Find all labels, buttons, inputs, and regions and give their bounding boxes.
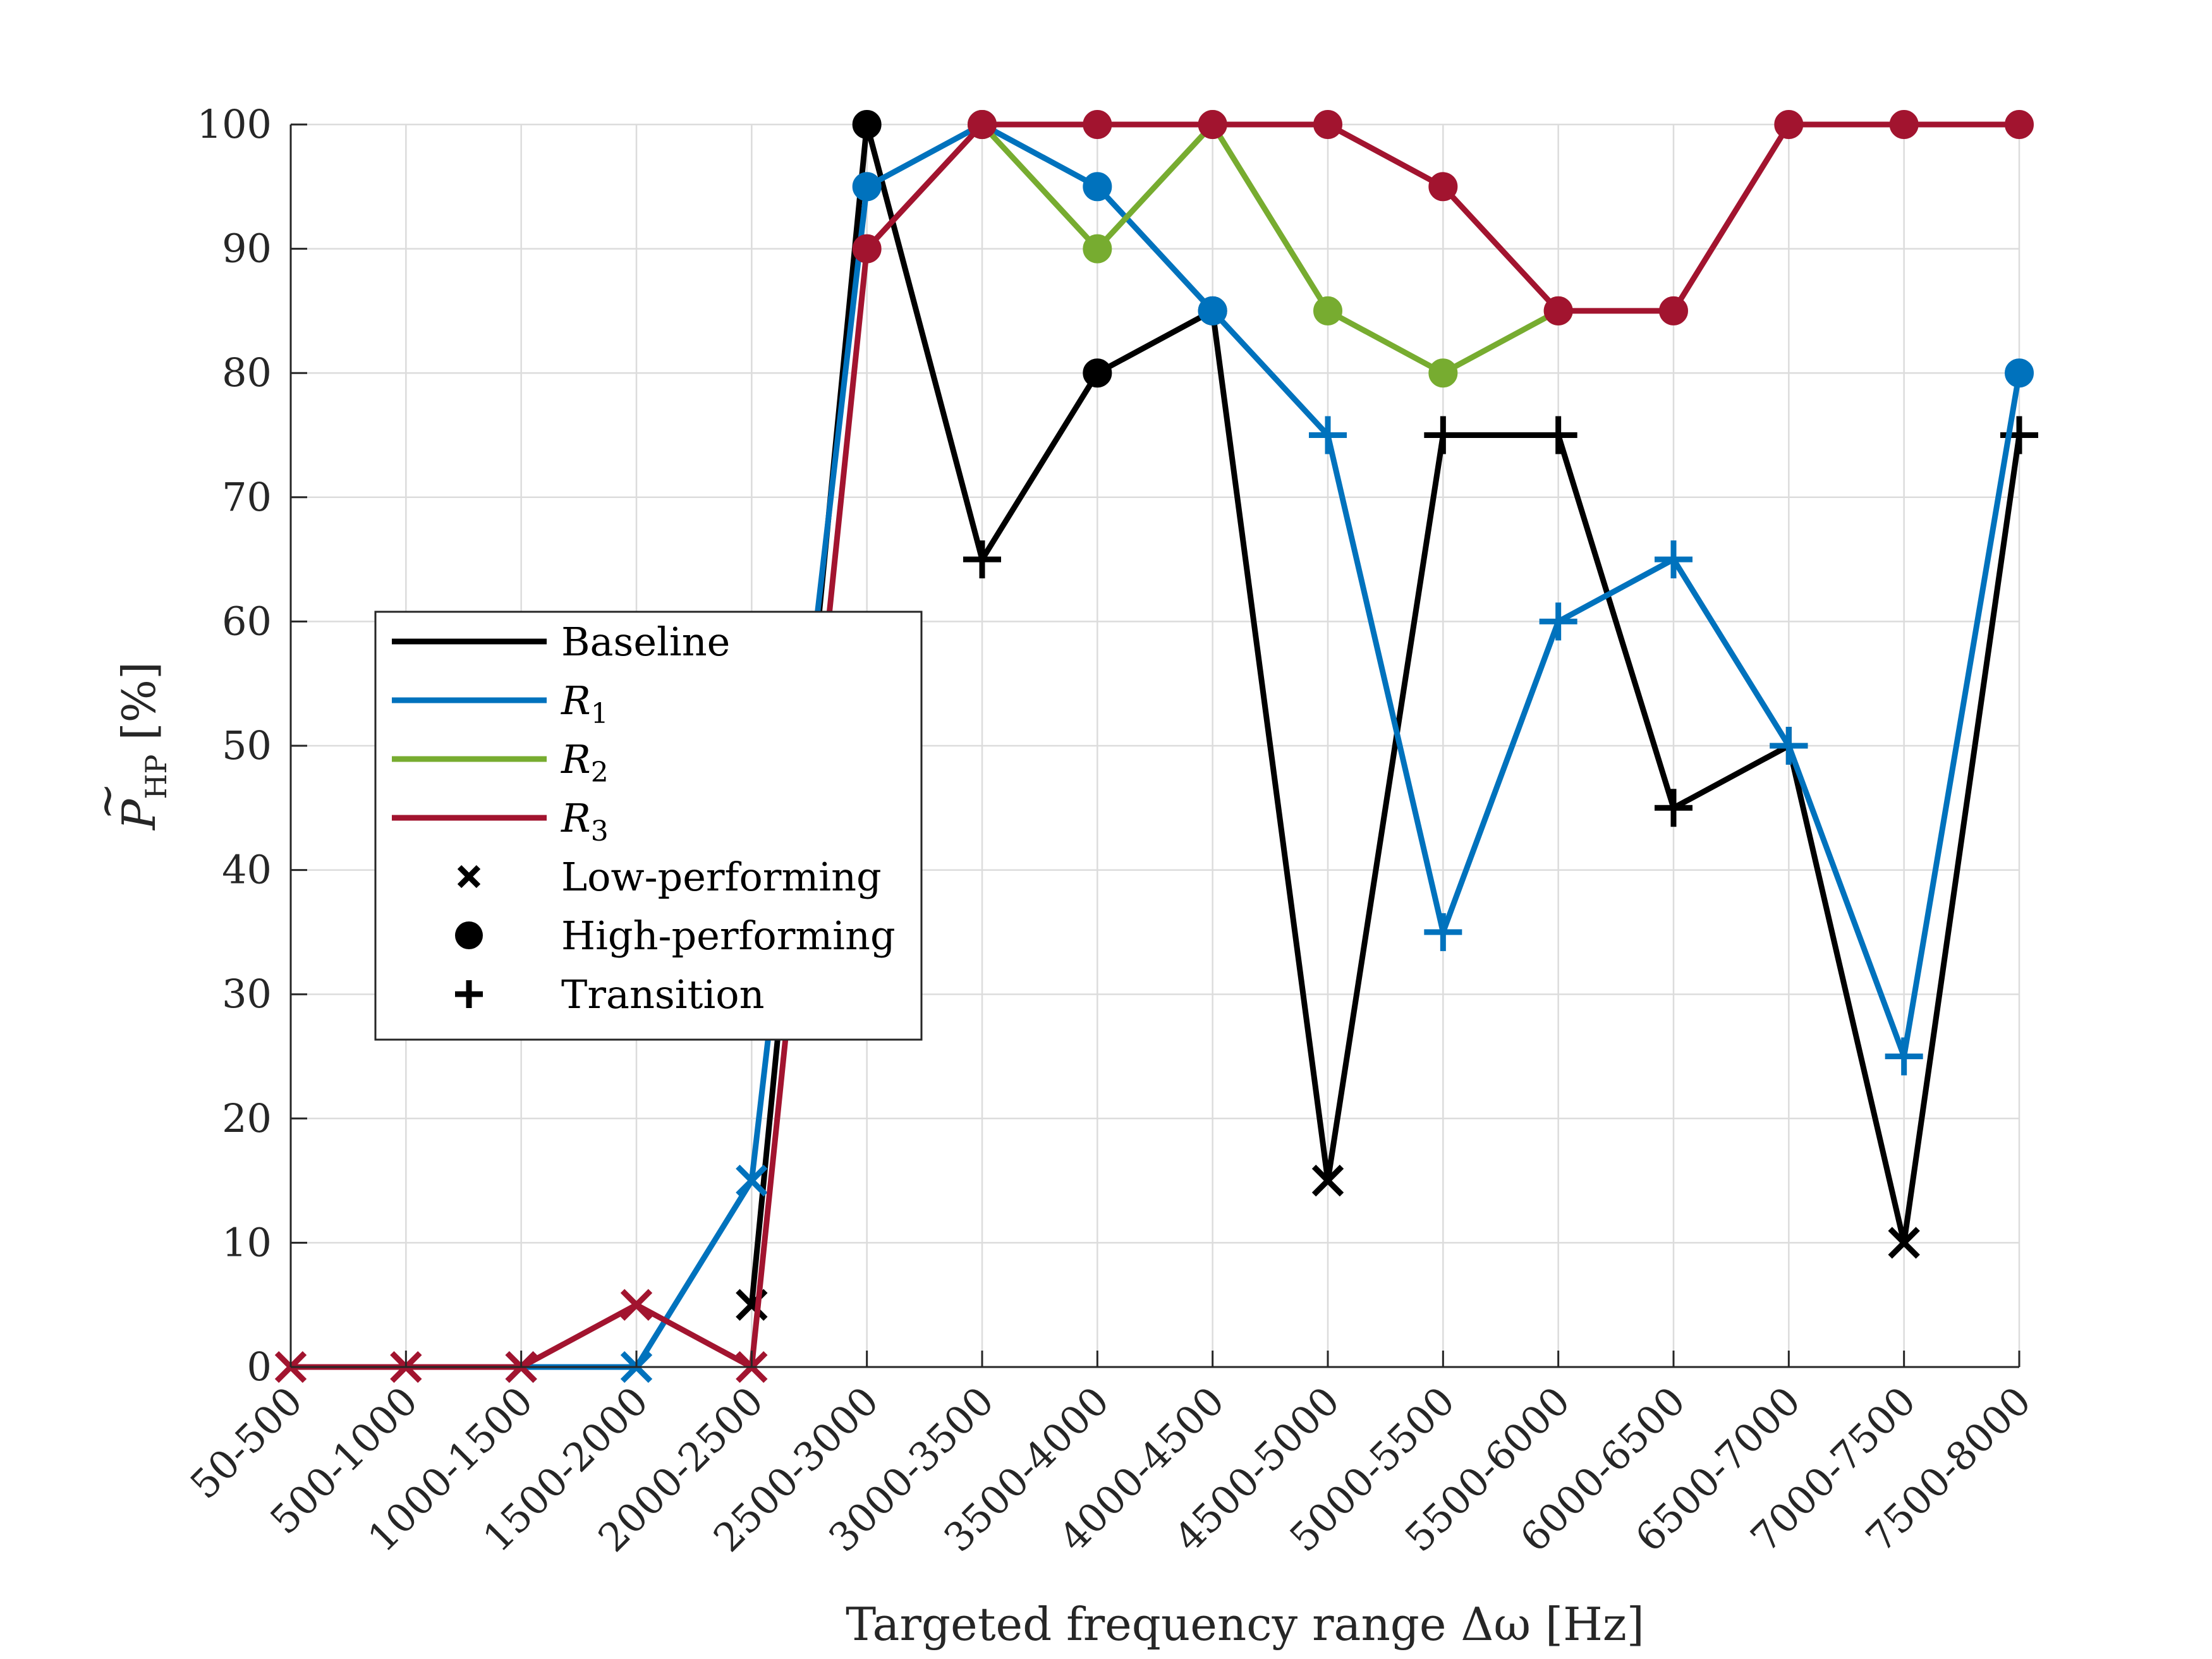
y-axis-subscript: HP xyxy=(139,755,173,799)
series-line xyxy=(979,121,1562,376)
series-line xyxy=(288,121,2022,1370)
series-line xyxy=(748,121,2022,1308)
legend-box xyxy=(374,611,923,1041)
marker-plus xyxy=(1655,789,1692,827)
marker-circle xyxy=(1198,110,1227,139)
marker-cross xyxy=(620,1289,653,1321)
marker-circle xyxy=(1083,110,1112,139)
y-tick-label: 10 xyxy=(222,1219,272,1265)
marker-plus xyxy=(963,540,1001,579)
legend-marker-cross xyxy=(457,865,481,889)
legend-label-r2: R2 xyxy=(561,736,609,789)
y-axis-unit: [%] xyxy=(112,662,166,741)
x-axis-title: Targeted frequency range Δω [Hz] xyxy=(846,1598,1644,1651)
y-axis-title: PHP [%] ~ xyxy=(80,662,173,831)
marker-circle xyxy=(1659,296,1688,325)
legend-marker-circle xyxy=(455,921,483,949)
marker-circle xyxy=(1083,172,1112,202)
marker-circle xyxy=(1313,296,1342,325)
y-tick-label: 30 xyxy=(222,971,272,1017)
marker-plus xyxy=(1655,540,1692,579)
legend-label-r3: R3 xyxy=(561,795,609,848)
y-tick-label: 80 xyxy=(222,349,272,396)
y-tick-label: 40 xyxy=(222,847,272,893)
y-tick-label: 70 xyxy=(222,474,272,520)
marker-circle xyxy=(852,110,882,139)
y-axis-title-text: PHP [%] xyxy=(112,662,173,831)
y-tick-label: 50 xyxy=(222,722,272,769)
marker-plus xyxy=(1539,602,1577,641)
marker-circle xyxy=(2005,358,2034,388)
marker-cross xyxy=(1311,1164,1344,1197)
marker-circle xyxy=(1889,110,1919,139)
marker-circle xyxy=(1083,234,1112,264)
legend-label-r1: R1 xyxy=(561,678,609,730)
legend-label-marker: High-performing xyxy=(561,913,896,959)
legend-label-marker: Transition xyxy=(561,971,765,1018)
y-tick-label: 90 xyxy=(222,226,272,272)
axes xyxy=(289,123,2021,1368)
marker-plus xyxy=(1309,416,1347,454)
legend-label-marker: Low-performing xyxy=(561,854,882,900)
marker-plus xyxy=(1770,727,1808,765)
marker-cross xyxy=(736,1164,768,1197)
y-tick-label: 60 xyxy=(222,598,272,644)
marker-circle xyxy=(1083,358,1112,388)
legend: Baseline R1 R2 R3 Low-performing High-perform… xyxy=(374,611,923,1041)
marker-circle xyxy=(2005,110,2034,139)
series-r3 xyxy=(274,110,2034,1383)
y-axis-accent: ~ xyxy=(80,782,133,820)
marker-circle xyxy=(1428,172,1458,202)
marker-plus xyxy=(1424,913,1462,951)
marker-circle xyxy=(1428,358,1458,388)
series-baseline xyxy=(736,110,2038,1321)
marker-plus xyxy=(1885,1037,1923,1076)
y-tick-label: 0 xyxy=(247,1344,272,1390)
legend-entries: Baseline R1 R2 R3 Low-performing High-perform… xyxy=(392,619,896,1018)
marker-circle xyxy=(1543,296,1573,325)
marker-circle xyxy=(852,234,882,264)
marker-plus xyxy=(1424,416,1462,454)
y-axis-symbol: P xyxy=(112,798,166,831)
legend-marker-plus xyxy=(455,980,483,1008)
marker-circle xyxy=(1313,110,1342,139)
marker-circle xyxy=(968,110,997,139)
marker-circle xyxy=(1774,110,1804,139)
marker-cross xyxy=(1888,1227,1920,1259)
legend-label-baseline: Baseline xyxy=(561,619,730,665)
marker-circle xyxy=(1198,296,1227,325)
y-tick-label: 20 xyxy=(222,1095,272,1141)
marker-plus xyxy=(1539,416,1577,454)
marker-circle xyxy=(852,172,882,202)
y-tick-label: 100 xyxy=(197,101,272,147)
